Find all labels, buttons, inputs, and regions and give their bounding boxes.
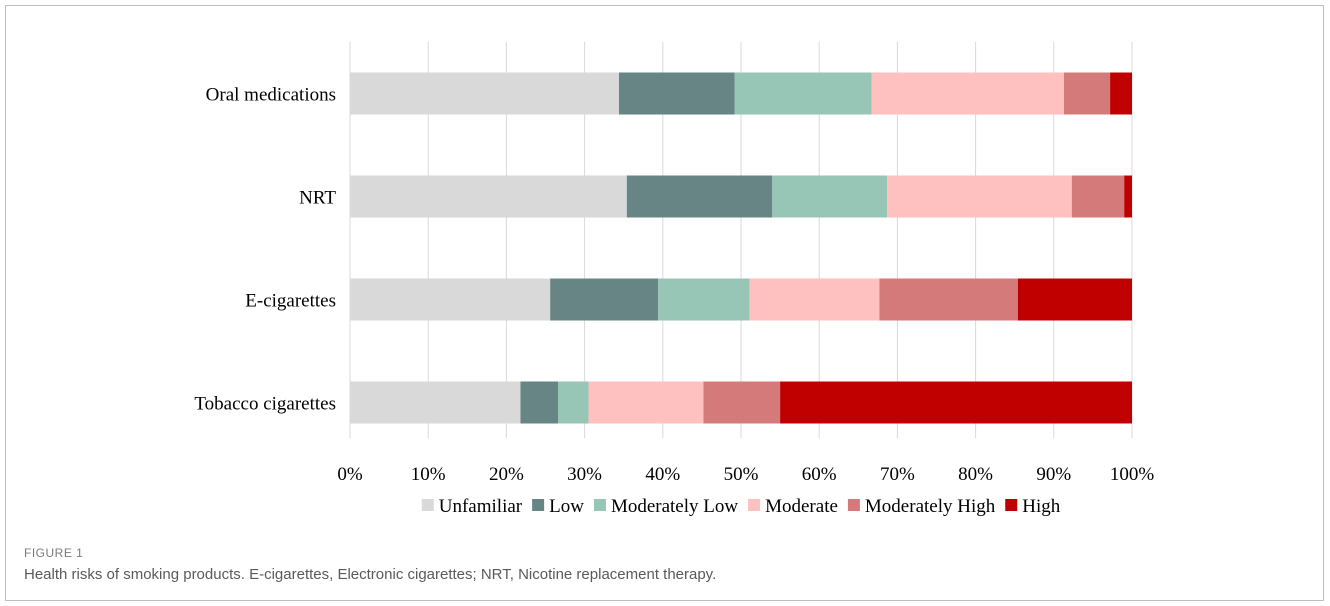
- bar-segment-moderately-low: [558, 381, 589, 424]
- legend-item-moderately-low: Moderately Low: [593, 496, 738, 517]
- bar-segment-unfamiliar: [350, 72, 620, 115]
- legend-swatch: [532, 499, 545, 511]
- legend-swatch: [593, 499, 606, 511]
- bar-segment-moderately-high: [1071, 175, 1125, 218]
- x-tick-label: 20%: [489, 464, 524, 485]
- x-tick-label: 100%: [1110, 464, 1155, 485]
- bar-segment-moderately-low: [658, 278, 750, 321]
- legend-swatch: [1005, 499, 1018, 511]
- legend-item-moderately-high: Moderately High: [847, 496, 996, 517]
- x-tick-label: 10%: [411, 464, 446, 485]
- legend-item-unfamiliar: Unfamiliar: [421, 496, 523, 517]
- bar-segment-moderate: [887, 175, 1072, 218]
- legend-item-low: Low: [532, 496, 584, 517]
- legend-label: Unfamiliar: [439, 496, 523, 517]
- legend-swatch: [847, 499, 860, 511]
- legend-label: High: [1022, 496, 1061, 517]
- bar-segment-high: [780, 381, 1132, 424]
- bar-segments: [350, 72, 1132, 424]
- bar-segment-high: [1017, 278, 1132, 321]
- legend-label: Moderately Low: [611, 496, 738, 517]
- x-tick-label: 90%: [1036, 464, 1071, 485]
- category-label: Oral medications: [206, 85, 336, 106]
- legend-label: Moderate: [765, 496, 838, 517]
- bar-segment-moderate: [871, 72, 1064, 115]
- legend-item-moderate: Moderate: [748, 496, 838, 517]
- legend-swatch: [748, 499, 761, 511]
- bar-segment-moderate: [749, 278, 880, 321]
- x-tick-label: 60%: [802, 464, 837, 485]
- bar-segment-moderately-low: [772, 175, 888, 218]
- x-tick-label: 30%: [567, 464, 602, 485]
- bar-segment-low: [550, 278, 659, 321]
- category-label: Tobacco cigarettes: [194, 394, 336, 415]
- stacked-bar-chart: Oral medications NRT E-cigarettes Tobacco c…: [194, 42, 1154, 517]
- bar-segment-low: [520, 381, 559, 424]
- category-labels: Oral medications NRT E-cigarettes Tobacco c…: [194, 85, 336, 415]
- bar-segment-unfamiliar: [350, 175, 627, 218]
- x-tick-label: 50%: [724, 464, 759, 485]
- bar-segment-high: [1124, 175, 1132, 218]
- bar-segment-low: [619, 72, 735, 115]
- x-tick-label: 40%: [645, 464, 680, 485]
- x-tick-label: 0%: [337, 464, 363, 485]
- bar-segment-moderately-high: [879, 278, 1018, 321]
- bar-segment-moderate: [588, 381, 704, 424]
- figure-frame: Oral medications NRT E-cigarettes Tobacco c…: [5, 5, 1324, 601]
- bar-segment-high: [1110, 72, 1132, 115]
- bar-segment-moderately-low: [734, 72, 872, 115]
- x-tick-label: 80%: [958, 464, 993, 485]
- bar-segment-moderately-high: [703, 381, 781, 424]
- legend-item-high: High: [1005, 496, 1061, 517]
- category-label: E-cigarettes: [245, 291, 336, 312]
- legend-label: Moderately High: [865, 496, 996, 517]
- bar-segment-unfamiliar: [350, 381, 521, 424]
- bar-segment-unfamiliar: [350, 278, 551, 321]
- figure-label: FIGURE 1: [24, 546, 84, 560]
- legend-swatch: [421, 499, 434, 511]
- legend-label: Low: [549, 496, 584, 517]
- bar-segment-low: [626, 175, 773, 218]
- figure-caption: Health risks of smoking products. E-ciga…: [24, 566, 717, 583]
- legend: Unfamiliar Low Moderately Low Moderate Moder…: [421, 496, 1061, 517]
- bar-segment-moderately-high: [1063, 72, 1111, 115]
- x-axis-tick-labels: 0% 10% 20% 30% 40% 50% 60% 70% 80% 90% 100%: [337, 464, 1154, 485]
- x-tick-label: 70%: [880, 464, 915, 485]
- category-label: NRT: [299, 188, 336, 209]
